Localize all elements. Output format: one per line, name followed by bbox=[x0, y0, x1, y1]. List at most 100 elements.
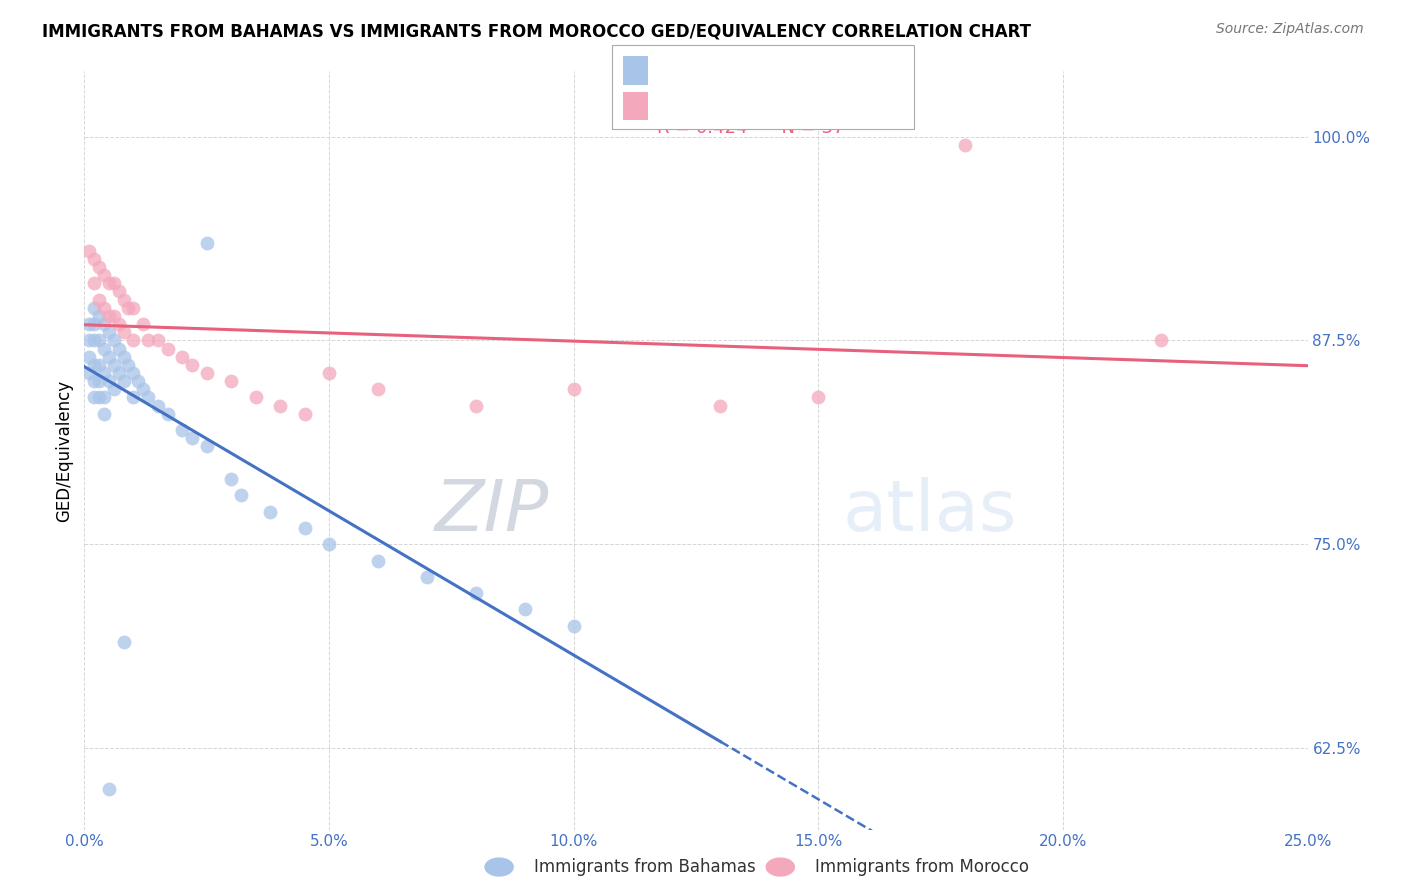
Point bbox=[513, 602, 536, 616]
Point bbox=[77, 244, 100, 258]
Point bbox=[709, 399, 731, 413]
Point bbox=[93, 268, 115, 282]
Point bbox=[112, 293, 135, 307]
Point bbox=[83, 374, 105, 388]
Point bbox=[83, 252, 105, 266]
Point bbox=[219, 472, 242, 486]
Point bbox=[953, 137, 976, 152]
Text: Immigrants from Morocco: Immigrants from Morocco bbox=[815, 858, 1029, 876]
Point bbox=[83, 391, 105, 405]
Text: Immigrants from Bahamas: Immigrants from Bahamas bbox=[534, 858, 756, 876]
Point bbox=[195, 235, 218, 250]
Point bbox=[77, 366, 100, 380]
Text: R = 0.424: R = 0.424 bbox=[657, 119, 747, 136]
Point bbox=[87, 391, 110, 405]
Point bbox=[112, 635, 135, 649]
Point bbox=[97, 781, 120, 796]
Point bbox=[269, 399, 291, 413]
Point bbox=[97, 325, 120, 339]
Point bbox=[103, 382, 125, 396]
Point bbox=[103, 334, 125, 348]
Text: N = 54: N = 54 bbox=[770, 58, 845, 76]
Point bbox=[367, 382, 389, 396]
Text: atlas: atlas bbox=[842, 476, 1017, 546]
Point bbox=[562, 619, 585, 633]
Point bbox=[807, 391, 830, 405]
Point bbox=[77, 317, 100, 331]
Point bbox=[83, 334, 105, 348]
Point bbox=[93, 342, 115, 356]
Point bbox=[318, 537, 340, 551]
Point bbox=[87, 334, 110, 348]
Point bbox=[93, 301, 115, 315]
Text: Source: ZipAtlas.com: Source: ZipAtlas.com bbox=[1216, 22, 1364, 37]
Point bbox=[97, 350, 120, 364]
Point bbox=[87, 309, 110, 323]
Point bbox=[464, 586, 486, 600]
Point bbox=[77, 350, 100, 364]
Point bbox=[83, 358, 105, 372]
Point bbox=[103, 358, 125, 372]
Point bbox=[367, 553, 389, 567]
Point bbox=[107, 285, 129, 299]
Point bbox=[181, 358, 204, 372]
Point bbox=[146, 399, 169, 413]
Point bbox=[562, 382, 585, 396]
Point bbox=[107, 317, 129, 331]
Point bbox=[103, 309, 125, 323]
Point bbox=[97, 277, 120, 291]
Point bbox=[229, 488, 252, 502]
Point bbox=[87, 293, 110, 307]
Point bbox=[195, 366, 218, 380]
Point bbox=[122, 301, 145, 315]
Point bbox=[132, 317, 155, 331]
Point bbox=[136, 391, 159, 405]
Point bbox=[107, 366, 129, 380]
Point bbox=[77, 334, 100, 348]
Point bbox=[132, 382, 155, 396]
Point bbox=[87, 374, 110, 388]
Point bbox=[172, 350, 194, 364]
Point bbox=[112, 350, 135, 364]
Point bbox=[97, 309, 120, 323]
Point bbox=[416, 570, 439, 584]
Point bbox=[83, 301, 105, 315]
Point bbox=[117, 358, 139, 372]
Point bbox=[127, 374, 149, 388]
Point bbox=[136, 334, 159, 348]
Point bbox=[93, 391, 115, 405]
Point bbox=[318, 366, 340, 380]
Point bbox=[219, 374, 242, 388]
Point bbox=[83, 277, 105, 291]
Point bbox=[117, 301, 139, 315]
Text: ZIP: ZIP bbox=[434, 476, 550, 546]
Point bbox=[107, 342, 129, 356]
Point bbox=[93, 317, 115, 331]
Point bbox=[93, 407, 115, 421]
Point bbox=[97, 374, 120, 388]
Point bbox=[195, 439, 218, 453]
Point bbox=[245, 391, 267, 405]
Text: IMMIGRANTS FROM BAHAMAS VS IMMIGRANTS FROM MOROCCO GED/EQUIVALENCY CORRELATION C: IMMIGRANTS FROM BAHAMAS VS IMMIGRANTS FR… bbox=[42, 22, 1031, 40]
Text: N = 37: N = 37 bbox=[770, 119, 845, 136]
Point bbox=[156, 407, 179, 421]
Point bbox=[83, 317, 105, 331]
Point bbox=[1150, 334, 1173, 348]
Text: R = 0.086: R = 0.086 bbox=[657, 58, 747, 76]
Point bbox=[181, 431, 204, 445]
Point bbox=[156, 342, 179, 356]
Point bbox=[294, 407, 316, 421]
Point bbox=[112, 325, 135, 339]
Point bbox=[464, 399, 486, 413]
Point bbox=[122, 334, 145, 348]
Point bbox=[146, 334, 169, 348]
Point bbox=[122, 366, 145, 380]
Point bbox=[87, 358, 110, 372]
Point bbox=[93, 366, 115, 380]
Point bbox=[259, 505, 281, 519]
Point bbox=[122, 391, 145, 405]
Point bbox=[294, 521, 316, 535]
Point bbox=[87, 260, 110, 274]
Point bbox=[172, 423, 194, 437]
Y-axis label: GED/Equivalency: GED/Equivalency bbox=[55, 379, 73, 522]
